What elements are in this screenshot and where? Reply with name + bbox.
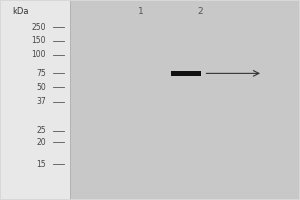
Text: 150: 150 [32, 36, 46, 45]
Text: 15: 15 [36, 160, 46, 169]
Text: 2: 2 [198, 7, 203, 16]
Text: 1: 1 [138, 7, 144, 16]
Bar [70, 1, 298, 199]
Text: 250: 250 [32, 23, 46, 32]
Text: 100: 100 [32, 50, 46, 59]
Text: 37: 37 [36, 97, 46, 106]
Text: kDa: kDa [13, 7, 29, 16]
Bar [2, 1, 70, 199]
Text: 20: 20 [36, 138, 46, 147]
Bar [171, 71, 200, 76]
Text: 25: 25 [36, 126, 46, 135]
Text: 75: 75 [36, 69, 46, 78]
Text: 50: 50 [36, 83, 46, 92]
